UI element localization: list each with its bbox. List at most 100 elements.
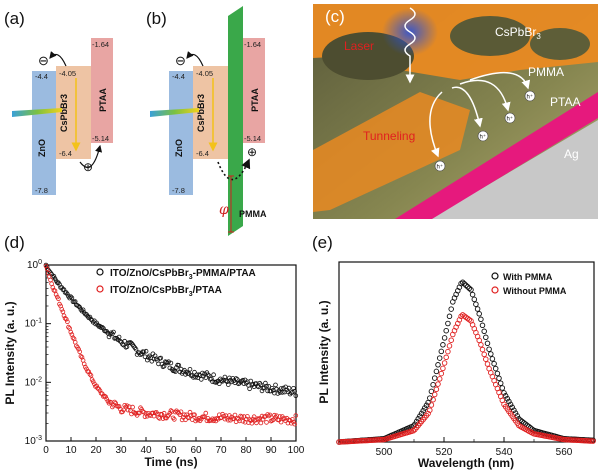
hole-transfer-arrow bbox=[79, 144, 103, 168]
d-point bbox=[258, 420, 264, 426]
e-point bbox=[461, 281, 468, 287]
e-point bbox=[428, 388, 435, 395]
e-xaxis-label: Wavelength (nm) bbox=[418, 456, 514, 470]
d-point bbox=[48, 277, 53, 283]
light-beam-b bbox=[150, 108, 199, 117]
d-point bbox=[138, 352, 143, 358]
tunneling-path-b bbox=[217, 158, 251, 181]
d-point bbox=[161, 363, 167, 369]
d-point bbox=[193, 374, 198, 380]
cspbbr3-vb-level-b: -6.4 bbox=[196, 149, 209, 158]
tunneling-arrow-3 bbox=[459, 79, 511, 112]
zno-vb-level: -7.8 bbox=[35, 186, 48, 195]
electron-transfer-arrow bbox=[49, 51, 67, 67]
d-point bbox=[244, 416, 249, 422]
pmma-scene-label: PMMA bbox=[528, 65, 564, 79]
d-point bbox=[223, 378, 229, 383]
e-yaxis-label: PL Intensity (a. u.) bbox=[317, 300, 331, 403]
d-point bbox=[168, 360, 174, 366]
d-point bbox=[282, 416, 287, 421]
d-xtick-label: 80 bbox=[240, 445, 252, 456]
e-legend-label-1: With PMMA bbox=[503, 272, 553, 282]
e-point bbox=[446, 343, 453, 349]
e-point bbox=[476, 337, 482, 344]
zno-cb-level: -4.4 bbox=[35, 72, 48, 81]
d-legend: ITO/ZnO/CsPbBr3-PMMA/PTAA ITO/ZnO/CsPbBr… bbox=[96, 268, 256, 298]
d-xtick-label: 100 bbox=[288, 445, 305, 456]
e-point bbox=[504, 395, 511, 402]
ptaa-cb-level: -1.64 bbox=[92, 40, 109, 49]
d-point bbox=[267, 412, 273, 418]
d-point bbox=[145, 413, 150, 419]
e-point bbox=[473, 301, 479, 307]
d-point bbox=[93, 321, 98, 327]
e-point bbox=[469, 291, 476, 298]
e-data-points bbox=[336, 279, 596, 445]
d-point bbox=[87, 314, 93, 320]
d-point bbox=[174, 365, 179, 370]
e-point bbox=[511, 407, 517, 413]
d-point bbox=[131, 409, 137, 415]
d-point bbox=[129, 340, 134, 346]
barrier-phi-symbol: φ bbox=[219, 202, 229, 218]
panel-a-label: (a) bbox=[4, 9, 25, 28]
e-point bbox=[481, 328, 487, 335]
d-xtick-label: 60 bbox=[190, 445, 202, 456]
panel-b-label: (b) bbox=[146, 9, 167, 28]
e-point bbox=[486, 346, 492, 352]
d-point bbox=[292, 421, 297, 427]
panel-a-energy-diagram: (a) -1.64 -5.14 PTAA -4.05 -6.4 CsPbBr3 … bbox=[4, 9, 113, 195]
e-point bbox=[509, 404, 515, 411]
e-point bbox=[479, 346, 486, 353]
d-point bbox=[266, 413, 272, 419]
d-point bbox=[290, 417, 295, 422]
cspbbr3-name-b: CsPbBr3 bbox=[196, 94, 206, 132]
d-point bbox=[44, 266, 50, 272]
d-point bbox=[101, 326, 106, 331]
e-point bbox=[458, 280, 464, 287]
d-point bbox=[141, 409, 147, 415]
d-point bbox=[211, 372, 216, 378]
d-xtick-label: 10 bbox=[65, 445, 77, 456]
d-point bbox=[293, 393, 299, 399]
d-point bbox=[120, 341, 125, 347]
d-point bbox=[172, 417, 177, 422]
e-point bbox=[379, 436, 385, 443]
e-point bbox=[590, 438, 596, 444]
e-point bbox=[438, 370, 445, 377]
zno-band bbox=[32, 71, 56, 195]
d-point bbox=[172, 368, 177, 374]
e-point bbox=[448, 337, 454, 343]
d-point bbox=[50, 285, 56, 290]
e-point bbox=[488, 351, 494, 357]
d-point bbox=[156, 415, 161, 420]
e-point bbox=[471, 296, 478, 303]
e-point bbox=[474, 306, 481, 312]
e-point bbox=[436, 376, 443, 382]
d-point bbox=[65, 319, 70, 325]
panel-c-label: (c) bbox=[325, 7, 345, 26]
d-point bbox=[192, 412, 197, 418]
hole-carriers: h⁺ h⁺ h⁺ h⁺ bbox=[434, 90, 536, 172]
electron-transfer-arrow-b bbox=[186, 51, 204, 67]
cspbbr3-cb-level: -4.05 bbox=[59, 69, 76, 78]
e-point bbox=[431, 375, 438, 381]
d-point bbox=[158, 355, 164, 361]
pmma-sheet bbox=[228, 6, 243, 236]
d-point bbox=[64, 316, 69, 322]
d-legend-marker-2 bbox=[96, 285, 104, 293]
e-point bbox=[483, 334, 489, 341]
ptaa-band-b bbox=[243, 38, 265, 143]
e-point bbox=[494, 370, 501, 377]
tunneling-arrow-1 bbox=[429, 91, 443, 158]
e-point bbox=[443, 327, 449, 334]
d-point bbox=[59, 307, 65, 312]
e-point bbox=[468, 287, 474, 293]
d-point bbox=[76, 303, 81, 309]
d-point bbox=[113, 400, 118, 406]
e-point bbox=[428, 402, 435, 408]
d-point bbox=[247, 386, 252, 392]
pmma-name-b: PMMA bbox=[239, 209, 267, 219]
d-point bbox=[99, 391, 105, 397]
d-xtick-label: 20 bbox=[90, 445, 102, 456]
